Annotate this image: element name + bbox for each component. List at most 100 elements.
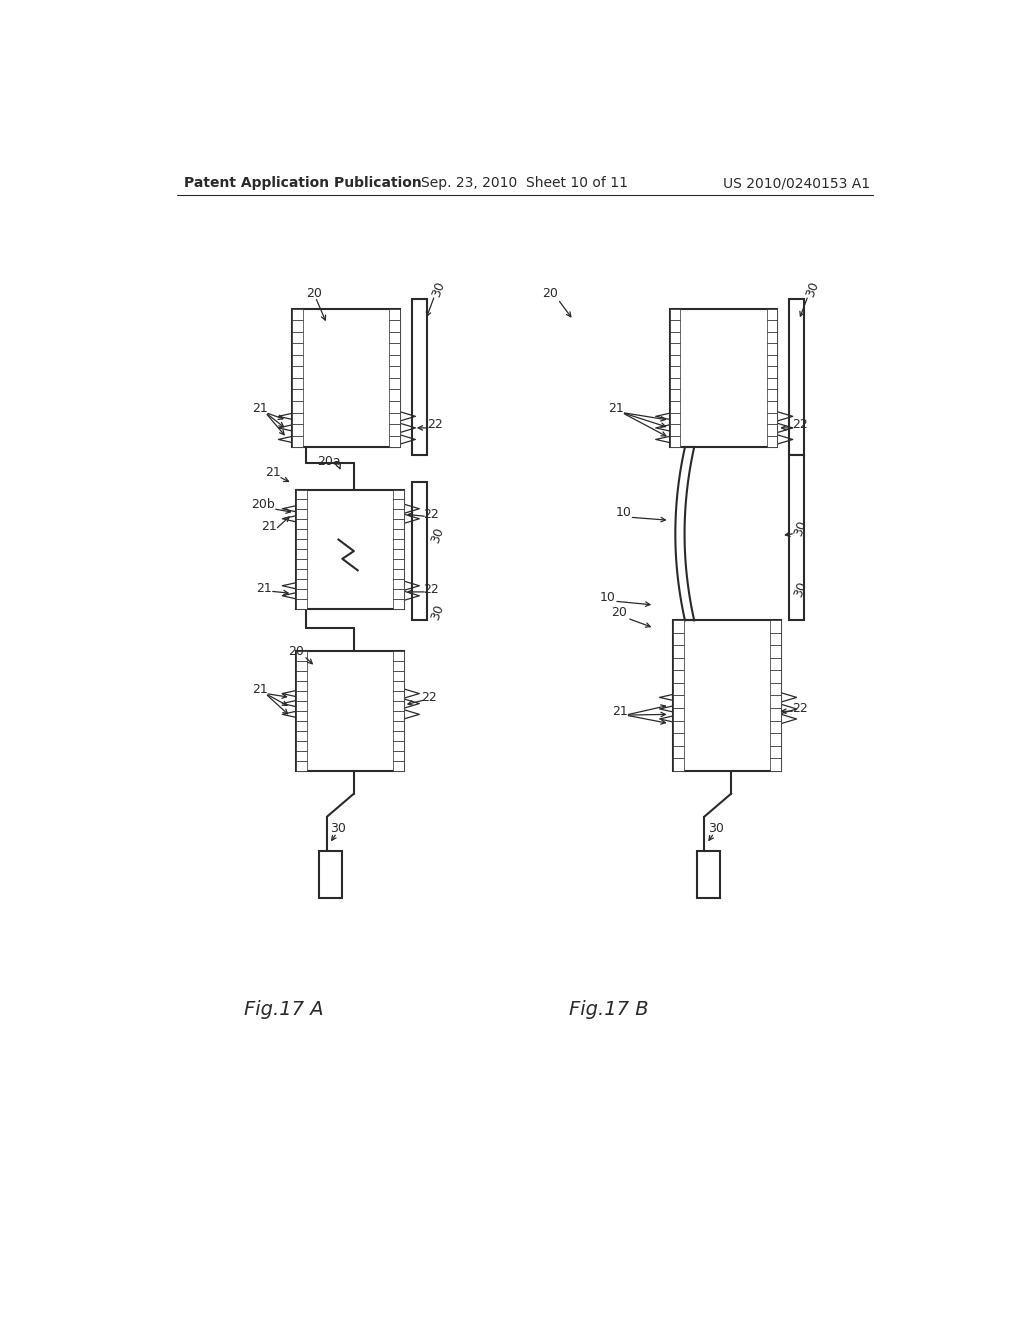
Polygon shape [292, 331, 303, 343]
Polygon shape [296, 599, 307, 609]
Polygon shape [670, 412, 680, 424]
Text: 22: 22 [422, 690, 437, 704]
Polygon shape [296, 741, 307, 751]
Polygon shape [389, 424, 400, 436]
Polygon shape [296, 731, 307, 741]
Polygon shape [767, 378, 777, 389]
Polygon shape [292, 343, 303, 355]
Text: 22: 22 [427, 417, 442, 430]
Text: 22: 22 [423, 583, 438, 597]
Polygon shape [296, 540, 307, 549]
Polygon shape [770, 696, 781, 708]
Polygon shape [296, 560, 307, 569]
Polygon shape [393, 690, 403, 701]
Polygon shape [389, 309, 400, 321]
Polygon shape [393, 549, 403, 560]
Polygon shape [767, 401, 777, 412]
Polygon shape [389, 355, 400, 367]
Text: 30: 30 [428, 603, 445, 623]
Polygon shape [296, 549, 307, 560]
Polygon shape [670, 401, 680, 412]
Polygon shape [389, 321, 400, 331]
Text: Sep. 23, 2010  Sheet 10 of 11: Sep. 23, 2010 Sheet 10 of 11 [421, 176, 629, 190]
Text: 30: 30 [708, 822, 724, 834]
Polygon shape [389, 412, 400, 424]
Polygon shape [296, 661, 307, 671]
Polygon shape [389, 331, 400, 343]
Text: 30: 30 [792, 579, 809, 599]
Polygon shape [770, 632, 781, 645]
Text: 21: 21 [608, 403, 624, 416]
Text: 20: 20 [543, 286, 558, 300]
Polygon shape [393, 490, 403, 499]
Polygon shape [393, 681, 403, 690]
Polygon shape [393, 651, 403, 661]
Polygon shape [412, 298, 427, 455]
Polygon shape [670, 309, 777, 447]
Polygon shape [767, 367, 777, 378]
Text: Fig.17 A: Fig.17 A [244, 999, 324, 1019]
Polygon shape [292, 367, 303, 378]
Polygon shape [389, 389, 400, 401]
Polygon shape [296, 721, 307, 731]
Polygon shape [393, 499, 403, 510]
Polygon shape [674, 758, 684, 771]
Text: 21: 21 [256, 582, 271, 594]
Text: 21: 21 [252, 684, 268, 696]
Polygon shape [292, 309, 303, 321]
Polygon shape [296, 490, 307, 499]
Polygon shape [670, 367, 680, 378]
Polygon shape [393, 701, 403, 711]
Polygon shape [292, 309, 400, 447]
Polygon shape [767, 331, 777, 343]
Polygon shape [770, 721, 781, 733]
Text: 21: 21 [265, 466, 281, 479]
Polygon shape [770, 758, 781, 771]
Polygon shape [393, 519, 403, 529]
Polygon shape [389, 436, 400, 447]
Text: 21: 21 [252, 403, 268, 416]
Polygon shape [767, 436, 777, 447]
Text: 21: 21 [261, 520, 278, 533]
Polygon shape [674, 632, 684, 645]
Text: 20: 20 [288, 644, 304, 657]
Polygon shape [767, 424, 777, 436]
Polygon shape [296, 499, 307, 510]
Polygon shape [767, 321, 777, 331]
Polygon shape [393, 731, 403, 741]
Text: 10: 10 [615, 506, 632, 519]
Polygon shape [292, 436, 303, 447]
Polygon shape [296, 569, 307, 579]
Polygon shape [674, 733, 684, 746]
Polygon shape [670, 331, 680, 343]
Polygon shape [296, 519, 307, 529]
Polygon shape [296, 510, 307, 519]
Polygon shape [674, 708, 684, 721]
Polygon shape [770, 682, 781, 696]
Text: 30: 30 [803, 280, 821, 300]
Text: 30: 30 [331, 822, 346, 834]
Polygon shape [770, 733, 781, 746]
Polygon shape [296, 579, 307, 589]
Text: Patent Application Publication: Patent Application Publication [184, 176, 422, 190]
Polygon shape [670, 389, 680, 401]
Polygon shape [393, 569, 403, 579]
Polygon shape [674, 620, 781, 771]
Polygon shape [393, 589, 403, 599]
Polygon shape [389, 401, 400, 412]
Text: US 2010/0240153 A1: US 2010/0240153 A1 [723, 176, 869, 190]
Polygon shape [296, 671, 307, 681]
Text: 30: 30 [428, 525, 445, 545]
Polygon shape [296, 681, 307, 690]
Polygon shape [767, 355, 777, 367]
Polygon shape [770, 620, 781, 632]
Text: 30: 30 [792, 519, 809, 537]
Polygon shape [393, 760, 403, 771]
Polygon shape [770, 746, 781, 758]
Polygon shape [393, 529, 403, 540]
Polygon shape [296, 651, 403, 771]
Polygon shape [389, 367, 400, 378]
Polygon shape [393, 751, 403, 760]
Polygon shape [670, 321, 680, 331]
Polygon shape [767, 309, 777, 321]
